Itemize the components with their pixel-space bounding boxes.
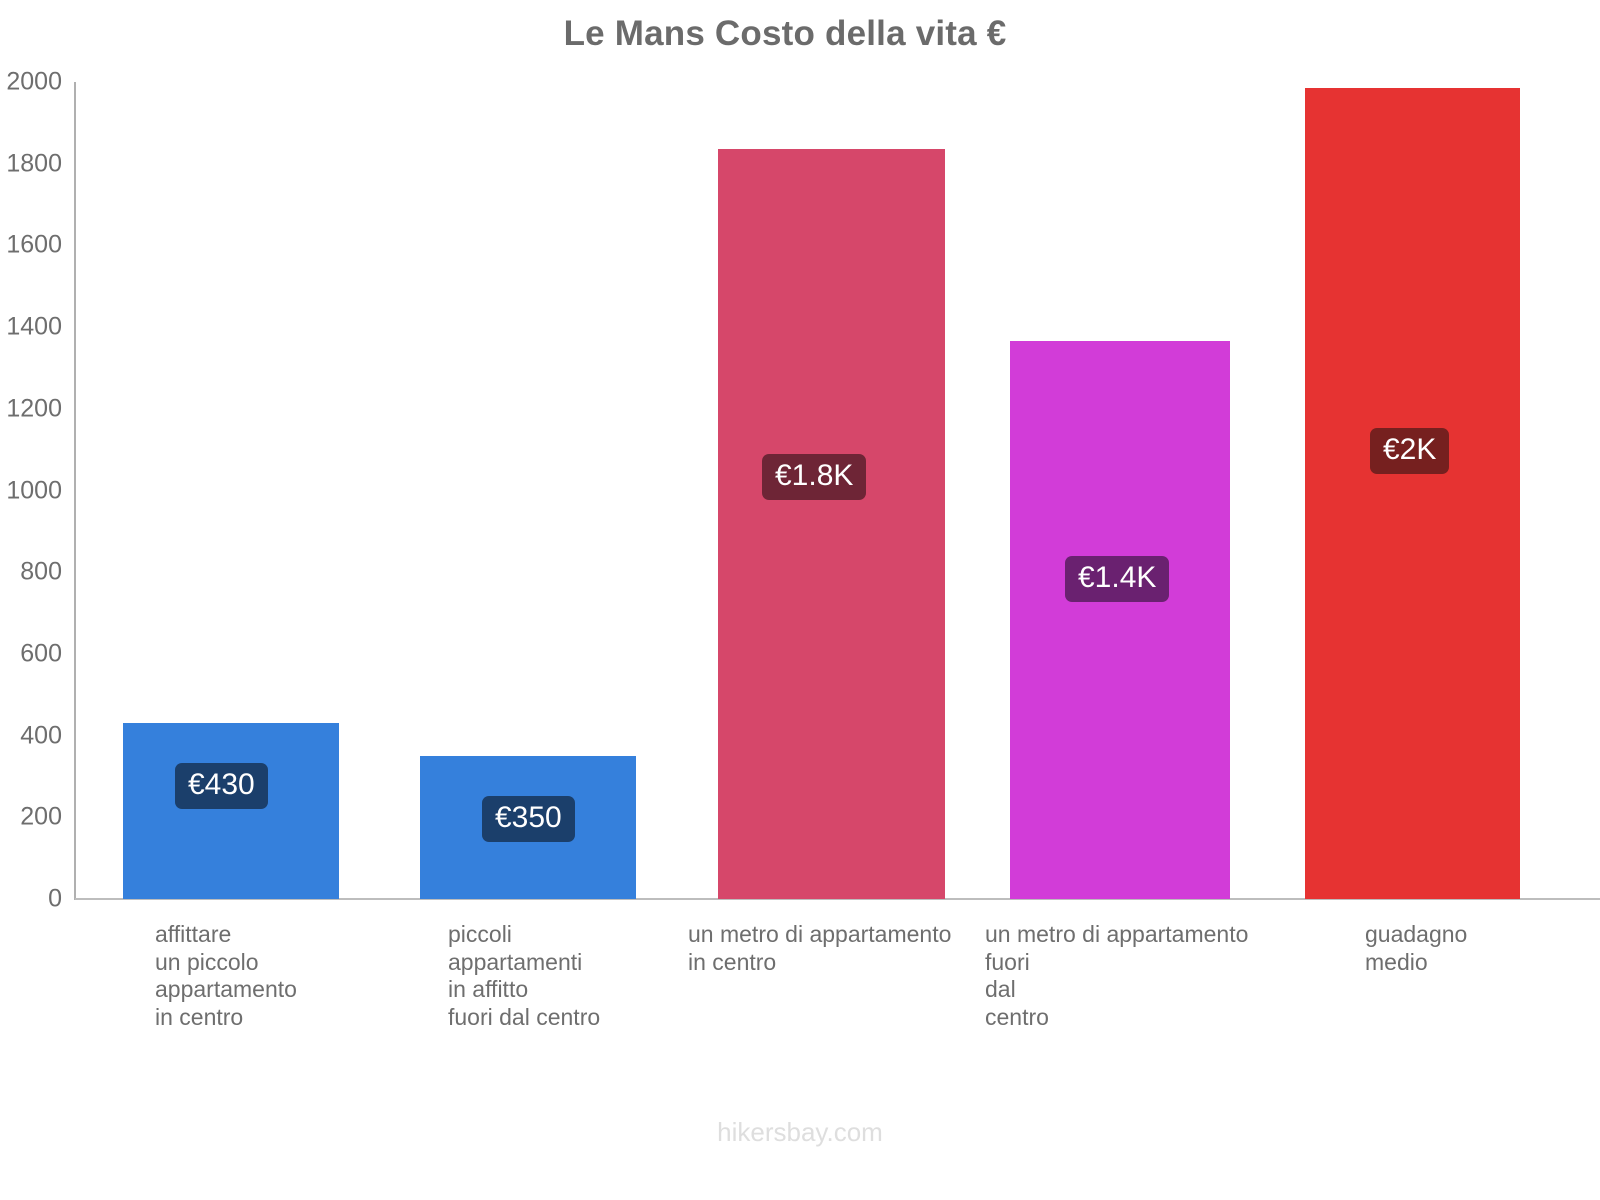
bar[interactable]: €2K (1305, 88, 1520, 899)
y-axis-tick-label: 1800 (6, 149, 62, 178)
y-axis-tick-label: 1200 (6, 394, 62, 423)
y-axis-tick-label: 600 (20, 639, 62, 668)
x-axis-category-label: un metro di appartamento in centro (688, 921, 952, 975)
y-axis-tick-label: 1400 (6, 312, 62, 341)
bar-value-label: €350 (482, 796, 575, 843)
y-axis-tick-label: 1000 (6, 476, 62, 504)
bar-value-label: €1.4K (1065, 556, 1170, 603)
watermark: hikersbay.com (717, 1117, 883, 1147)
bar[interactable]: €1.8K (718, 149, 945, 899)
bar[interactable]: €350 (420, 756, 636, 899)
x-axis-category-label: guadagno medio (1365, 921, 1468, 975)
bar-value-label: €430 (175, 763, 268, 810)
bar[interactable]: €430 (123, 723, 339, 899)
y-axis-tick-label: 0 (48, 884, 62, 913)
x-axis-line (75, 898, 1600, 900)
x-axis-category-label: affittare un piccolo appartamento in cen… (155, 921, 297, 1030)
bar-value-label: €2K (1370, 428, 1450, 475)
x-axis-category-label: un metro di appartamento fuori dal centr… (985, 921, 1249, 1030)
y-axis-line (74, 82, 76, 900)
bar[interactable]: €1.4K (1010, 341, 1230, 899)
plot-area: €430 €350 €1.8K €1.4K €2K (75, 82, 1565, 899)
y-axis-tick-label: 2000 (6, 67, 62, 96)
chart-title: Le Mans Costo della vita € (563, 14, 1007, 53)
y-axis-tick-label: 800 (20, 557, 62, 586)
y-axis-tick-label: 1600 (6, 230, 62, 259)
y-axis-tick-label: 200 (20, 802, 62, 831)
x-axis-category-label: piccoli appartamenti in affitto fuori da… (448, 921, 601, 1030)
y-axis-tick-label: 400 (20, 721, 62, 750)
bar-value-label: €1.8K (762, 454, 867, 501)
